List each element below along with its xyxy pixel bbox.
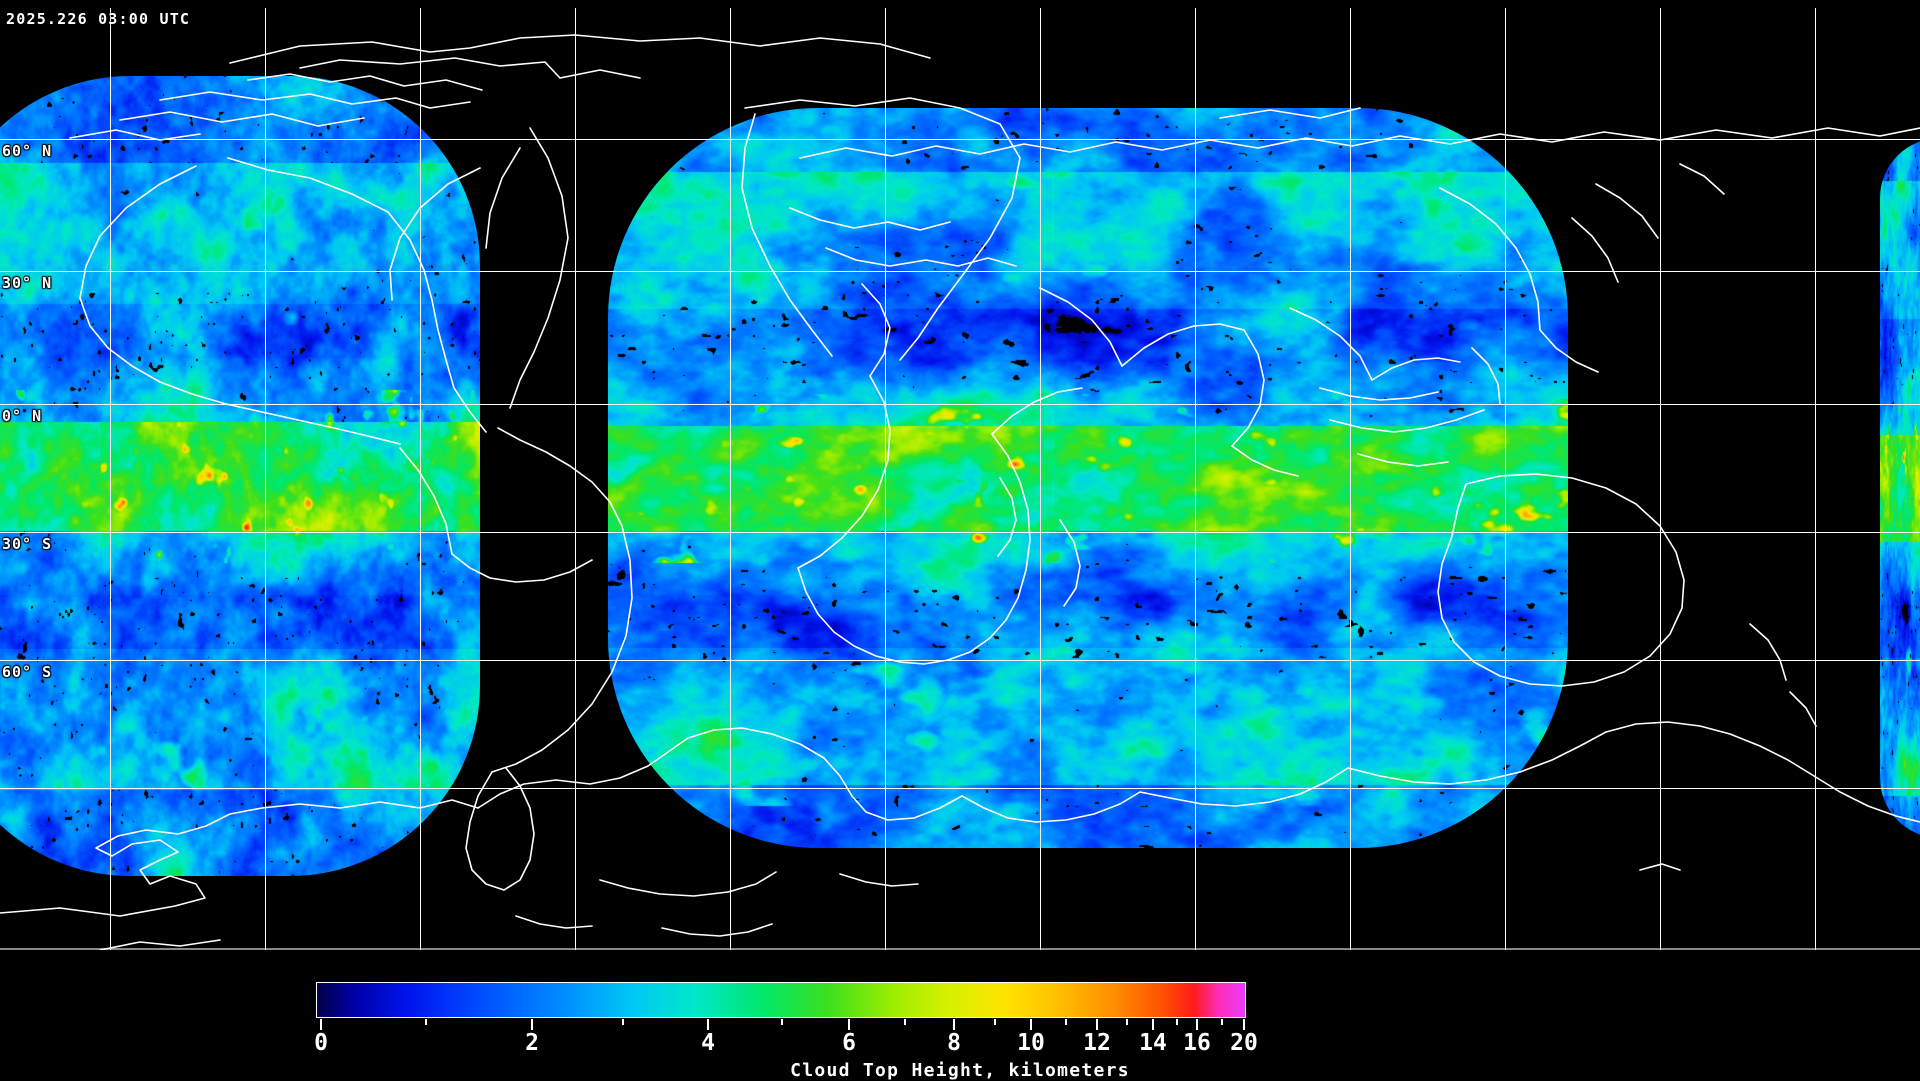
colorbar-minor-tick-8 (1221, 1019, 1223, 1025)
colorbar-tick-label-2: 2 (525, 1030, 539, 1056)
colorbar-minor-tick-5 (1065, 1019, 1067, 1025)
latitude-label-2: 0° N (2, 407, 43, 425)
gridline-lat-4 (0, 660, 1920, 661)
colorbar-tick-label-16: 16 (1183, 1030, 1211, 1056)
satellite-swath-edge (1880, 138, 1920, 838)
cloud-field-west (0, 76, 480, 876)
colorbar-tick-label-4: 4 (701, 1030, 715, 1056)
gridline-lon-10 (1660, 8, 1661, 950)
gridline-lon-1 (265, 8, 266, 950)
gridline-lon-8 (1350, 8, 1351, 950)
colorbar-tick-6 (848, 1019, 850, 1030)
satellite-swath-west (0, 76, 480, 876)
gridline-lon-9 (1505, 8, 1506, 950)
colorbar-tick-14 (1152, 1019, 1154, 1030)
colorbar-minor-tick-3 (904, 1019, 906, 1025)
cloud-field-edge (1880, 138, 1920, 838)
colorbar-minor-tick-7 (1176, 1019, 1178, 1025)
colorbar-tick-label-10: 10 (1017, 1030, 1045, 1056)
gridline-lon-3 (575, 8, 576, 950)
colorbar-minor-tick-6 (1126, 1019, 1128, 1025)
gridline-lon-7 (1195, 8, 1196, 950)
colorbar-tick-10 (1030, 1019, 1032, 1030)
map-panel[interactable]: 60° N 30° N 0° N 30° S 60° S 2025.226 03:00 … (0, 8, 1920, 950)
gridline-lon-5 (885, 8, 886, 950)
colorbar-minor-tick-1 (622, 1019, 624, 1025)
gridline-lat-2 (0, 404, 1920, 405)
latitude-label-1: 30° N (2, 274, 53, 292)
colorbar-tick-20 (1243, 1019, 1245, 1030)
colorbar-tick-16 (1196, 1019, 1198, 1030)
gridline-lon-11 (1815, 8, 1816, 950)
colorbar-tick-label-0: 0 (314, 1030, 328, 1056)
gridline-lat-3 (0, 532, 1920, 533)
gridline-lon-4 (730, 8, 731, 950)
colorbar-tick-4 (707, 1019, 709, 1030)
satellite-swath-east (608, 108, 1568, 848)
colorbar-tick-label-12: 12 (1083, 1030, 1111, 1056)
colorbar-gradient (317, 983, 1245, 1017)
gridline-lon-2 (420, 8, 421, 950)
colorbar-tick-label-6: 6 (842, 1030, 856, 1056)
latitude-label-3: 30° S (2, 535, 53, 553)
colorbar-tick-label-8: 8 (947, 1030, 961, 1056)
gridline-lat-5 (0, 788, 1920, 789)
colorbar-caption: Cloud Top Height, kilometers (790, 1060, 1130, 1081)
colorbar-minor-tick-2 (781, 1019, 783, 1025)
map-frame: 60° N 30° N 0° N 30° S 60° S 2025.226 03:00 … (0, 8, 1920, 950)
cloud-field-east (608, 108, 1568, 848)
colorbar-tick-12 (1096, 1019, 1098, 1030)
colorbar[interactable] (316, 982, 1246, 1018)
gridline-lat-1 (0, 271, 1920, 272)
latitude-label-4: 60° S (2, 663, 53, 681)
gridline-lon-0 (110, 8, 111, 950)
colorbar-tick-0 (320, 1019, 322, 1030)
colorbar-tick-label-20: 20 (1230, 1030, 1258, 1056)
colorbar-tick-label-14: 14 (1139, 1030, 1167, 1056)
colorbar-minor-tick-4 (994, 1019, 996, 1025)
latitude-label-0: 60° N (2, 142, 53, 160)
gridline-lon-6 (1040, 8, 1041, 950)
colorbar-tick-8 (953, 1019, 955, 1030)
timestamp-label: 2025.226 03:00 UTC (6, 10, 191, 28)
gridline-lat-0 (0, 139, 1920, 140)
colorbar-panel: 0 2 4 6 8 10 12 14 16 20 Cloud Top Height, kilome… (0, 950, 1920, 1081)
colorbar-minor-tick-0 (425, 1019, 427, 1025)
colorbar-tick-2 (531, 1019, 533, 1030)
